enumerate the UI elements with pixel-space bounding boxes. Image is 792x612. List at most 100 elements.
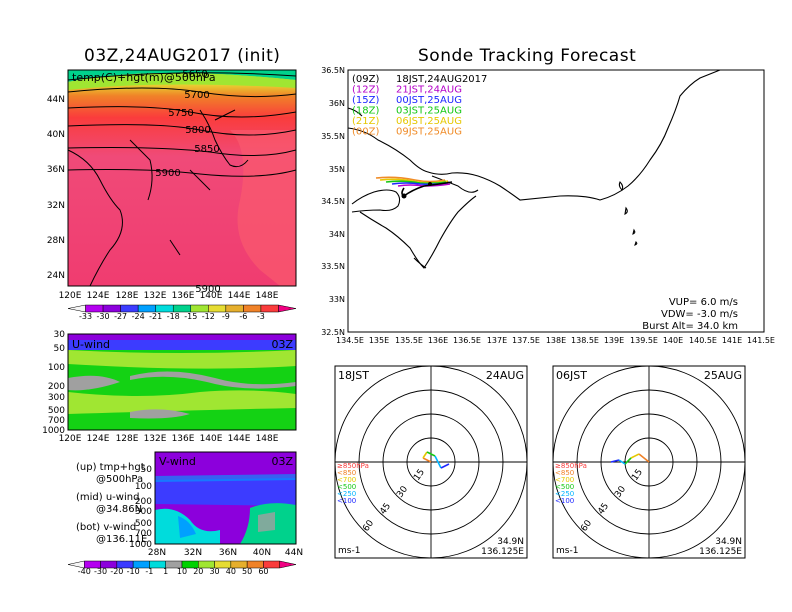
colorbar-segment — [120, 304, 139, 313]
colorbar-label: -12 — [202, 312, 215, 321]
contour-label: 5900 — [195, 284, 220, 295]
svg-text:148E: 148E — [256, 434, 279, 444]
svg-text:@136.11E: @136.11E — [96, 534, 147, 545]
svg-text:135E: 135E — [369, 336, 389, 345]
hodograph-lon: 136.125E — [481, 547, 524, 557]
svg-text:32.5N: 32.5N — [321, 328, 345, 337]
svg-text:@34.86N: @34.86N — [96, 504, 142, 515]
contour-label: 5700 — [184, 90, 209, 101]
hodograph-level: <850 — [337, 469, 356, 477]
svg-text:139.5E: 139.5E — [630, 336, 658, 345]
svg-text:1000: 1000 — [129, 540, 152, 550]
svg-text:Burst Alt= 34.0 km: Burst Alt= 34.0 km — [642, 321, 738, 332]
colorbar-segment — [155, 304, 174, 313]
svg-text:100: 100 — [135, 482, 152, 492]
svg-text:128E: 128E — [116, 434, 139, 444]
svg-text:132E: 132E — [144, 291, 167, 301]
svg-text:140E: 140E — [200, 291, 223, 301]
svg-text:24N: 24N — [47, 271, 65, 281]
vwind-panel — [154, 451, 297, 545]
svg-text:VDW= -3.0 m/s: VDW= -3.0 m/s — [661, 309, 738, 320]
uwind-time: 03Z — [271, 338, 293, 351]
svg-text:36N: 36N — [329, 99, 345, 108]
colorbar-segment — [278, 304, 297, 313]
svg-text:500: 500 — [135, 519, 152, 529]
colorbar-label: -30 — [94, 567, 107, 576]
sonde-params: VUP= 6.0 m/s VDW= -3.0 m/s Burst Alt= 34… — [642, 297, 738, 332]
uwind-panel — [67, 333, 297, 431]
svg-text:120E: 120E — [59, 291, 82, 301]
svg-text:300: 300 — [135, 507, 152, 517]
colorbar-segment — [67, 304, 86, 313]
svg-text:140.5E: 140.5E — [689, 336, 717, 345]
svg-text:132E: 132E — [144, 434, 167, 444]
svg-text:34N: 34N — [329, 230, 345, 239]
colorbar-label: 1 — [163, 567, 168, 576]
colorbar-label: 60 — [258, 567, 268, 576]
hodograph-lat: 34.9N — [715, 537, 742, 547]
colorbar-label: -9 — [222, 312, 230, 321]
svg-text:36N: 36N — [219, 548, 237, 558]
colorbar-segment — [243, 304, 262, 313]
svg-text:(bot) v-wind: (bot) v-wind — [76, 522, 136, 533]
colorbar-label: -10 — [127, 567, 140, 576]
vwind-lat-ticks: 28N 32N 36N 40N 44N — [148, 548, 303, 558]
colorbar-segment — [85, 304, 104, 313]
svg-text:33N: 33N — [329, 295, 345, 304]
colorbar-segment — [225, 304, 244, 313]
svg-text:124E: 124E — [87, 434, 110, 444]
svg-text:34.5N: 34.5N — [321, 197, 345, 206]
colorbar-segment — [260, 304, 279, 313]
contour-label: 5750 — [168, 108, 193, 119]
colorbar-label: 40 — [226, 567, 236, 576]
launch-code: (21Z) — [352, 116, 379, 127]
svg-text:300: 300 — [48, 393, 65, 403]
launch-legend: (09Z) 18JST,24AUG2017 (12Z) 21JST,24AUG (15Z… — [352, 74, 487, 138]
hodograph-level: <100 — [555, 497, 574, 505]
colorbar-label: -24 — [132, 312, 145, 321]
right-map-title: Sonde Tracking Forecast — [418, 46, 637, 66]
colorbar-label: -1 — [145, 567, 153, 576]
launch-time: 06JST,25AUG — [396, 116, 462, 127]
svg-text:500: 500 — [48, 406, 65, 416]
colorbar-label: -18 — [167, 312, 180, 321]
svg-text:44N: 44N — [47, 95, 65, 105]
panel-legend: (up) tmp+hgt @500hPa (mid) u-wind @34.86… — [76, 462, 147, 545]
temperature-colorbar-labels: -33 -30 -27 -24 -21 -18 -15 -12 -9 -6 -3 — [79, 312, 265, 321]
hodograph-segment — [618, 459, 626, 465]
launch-time: 03JST,25AUG — [396, 106, 462, 117]
colorbar-label: 20 — [193, 567, 203, 576]
svg-text:32N: 32N — [47, 201, 65, 211]
left-map-title: 03Z,24AUG2017 (init) — [84, 46, 281, 66]
colorbar-label: -20 — [110, 567, 123, 576]
hodograph-level: <700 — [337, 476, 356, 484]
svg-text:136E: 136E — [428, 336, 448, 345]
hodograph-level: <100 — [337, 497, 356, 505]
svg-text:138E: 138E — [546, 336, 566, 345]
hodograph-time: 18JST — [338, 369, 369, 382]
uwind-label: U-wind — [72, 338, 110, 351]
svg-text:(up) tmp+hgt: (up) tmp+hgt — [76, 462, 145, 473]
hodograph-segment — [422, 451, 428, 459]
hodograph-date: 25AUG — [704, 369, 742, 382]
svg-text:36N: 36N — [47, 165, 65, 175]
wind-colorbar — [67, 560, 297, 569]
uwind-lon-ticks: 120E 124E 128E 132E 136E 140E 144E 148E — [59, 434, 279, 444]
uwind-pressure-ticks: 30 50 100 200 300 500 700 1000 — [42, 330, 65, 436]
colorbar-label: 50 — [242, 567, 252, 576]
hodograph-level: <850 — [555, 469, 574, 477]
colorbar-segment — [279, 560, 297, 569]
svg-text:35N: 35N — [329, 165, 345, 174]
hodograph-level: <250 — [555, 490, 574, 498]
launch-time: 09JST,25AUG — [396, 127, 462, 138]
left-lat-ticks: 44N 40N 36N 32N 28N 24N — [47, 95, 65, 281]
hodograph-segment — [610, 459, 620, 463]
svg-text:1000: 1000 — [42, 426, 65, 436]
hodograph-level: <700 — [555, 476, 574, 484]
hodograph-level: ≥850hPa — [337, 462, 369, 470]
launch-time: 21JST,24AUG — [396, 85, 462, 96]
contour-label: 5850 — [194, 144, 219, 155]
svg-text:140E: 140E — [663, 336, 683, 345]
